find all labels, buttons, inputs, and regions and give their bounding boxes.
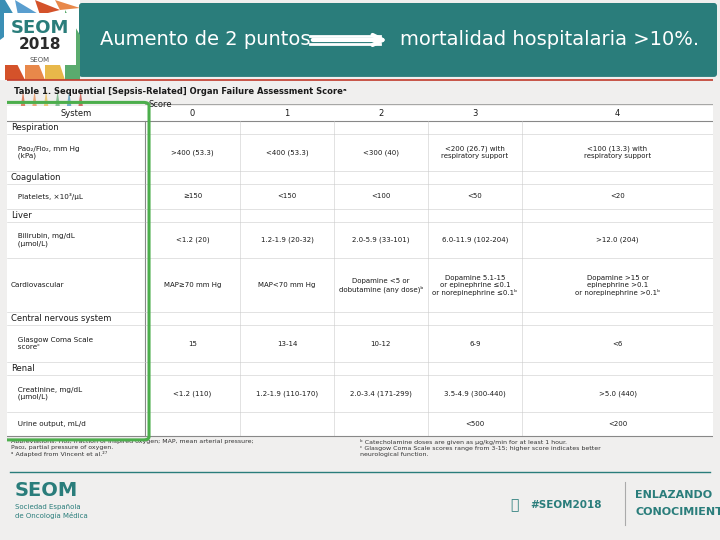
Text: Central nervous system: Central nervous system (11, 314, 111, 323)
Text: Coagulation: Coagulation (11, 173, 61, 182)
Polygon shape (0, 0, 20, 40)
Text: SEOM: SEOM (30, 57, 50, 63)
Text: SEOM: SEOM (15, 481, 78, 500)
Text: ENLAZANDO: ENLAZANDO (635, 490, 712, 500)
Bar (7, 375, 713, 411)
Text: <1.2 (110): <1.2 (110) (174, 390, 212, 397)
Polygon shape (26, 91, 43, 151)
Text: 2018: 2018 (19, 37, 61, 52)
Bar (7, 105, 713, 121)
Text: 2.0-5.9 (33-101): 2.0-5.9 (33-101) (352, 237, 410, 244)
Text: 1: 1 (284, 109, 289, 118)
Text: Score: Score (148, 100, 172, 109)
Text: <100: <100 (371, 193, 390, 199)
Text: mortalidad hospitalaria >10%.: mortalidad hospitalaria >10%. (400, 30, 699, 50)
Text: >400 (53.3): >400 (53.3) (171, 150, 214, 156)
Text: 6-9: 6-9 (469, 341, 481, 347)
Polygon shape (35, 0, 60, 15)
Polygon shape (45, 20, 65, 80)
Text: <50: <50 (467, 193, 482, 199)
Text: System: System (60, 109, 91, 118)
Text: #SEOM2018: #SEOM2018 (530, 500, 601, 510)
Text: <400 (53.3): <400 (53.3) (266, 150, 308, 156)
Text: 1.2-1.9 (110-170): 1.2-1.9 (110-170) (256, 390, 318, 397)
Bar (7, 121, 713, 134)
Polygon shape (65, 10, 80, 80)
Text: Table 1. Sequential [Sepsis-Related] Organ Failure Assessment Scoreᵃ: Table 1. Sequential [Sepsis-Related] Org… (14, 87, 347, 96)
Bar (7, 411, 713, 436)
Text: 1.2-1.9 (20-32): 1.2-1.9 (20-32) (261, 237, 313, 244)
Text: 4: 4 (615, 109, 620, 118)
Bar (7, 208, 713, 222)
Text: <100 (13.3) with
respiratory support: <100 (13.3) with respiratory support (584, 146, 651, 159)
Text: Sociedad Española: Sociedad Española (15, 504, 81, 510)
Text: >5.0 (440): >5.0 (440) (598, 390, 636, 397)
Text: <1.2 (20): <1.2 (20) (176, 237, 210, 244)
Text: SEOM: SEOM (11, 19, 69, 37)
Bar (7, 259, 713, 312)
Text: <200: <200 (608, 421, 627, 427)
Bar (7, 312, 713, 325)
Text: 13-14: 13-14 (276, 341, 297, 347)
Text: Respiration: Respiration (11, 123, 58, 132)
Text: MAP<70 mm Hg: MAP<70 mm Hg (258, 282, 315, 288)
Polygon shape (49, 91, 66, 151)
Bar (4, 13, 76, 65)
Text: Urine output, mL/d: Urine output, mL/d (11, 421, 86, 427)
Text: 6.0-11.9 (102-204): 6.0-11.9 (102-204) (442, 237, 508, 244)
Polygon shape (60, 91, 78, 151)
Text: Dopamine <5 or
dobutamine (any dose)ᵇ: Dopamine <5 or dobutamine (any dose)ᵇ (338, 278, 423, 293)
Text: Bilirubin, mg/dL
   (μmol/L): Bilirubin, mg/dL (μmol/L) (11, 233, 74, 247)
Text: >12.0 (204): >12.0 (204) (596, 237, 639, 244)
FancyBboxPatch shape (79, 3, 717, 77)
Text: Glasgow Coma Scale
   scoreᶜ: Glasgow Coma Scale scoreᶜ (11, 337, 93, 350)
Text: CONOCIMIENTO: CONOCIMIENTO (635, 507, 720, 517)
Text: <200 (26.7) with
respiratory support: <200 (26.7) with respiratory support (441, 146, 508, 159)
Text: 3.5-4.9 (300-440): 3.5-4.9 (300-440) (444, 390, 506, 397)
Text: 10-12: 10-12 (371, 341, 391, 347)
Polygon shape (25, 30, 45, 80)
Bar (7, 171, 713, 184)
Text: 2.0-3.4 (171-299): 2.0-3.4 (171-299) (350, 390, 412, 397)
Text: Creatinine, mg/dL
   (μmol/L): Creatinine, mg/dL (μmol/L) (11, 387, 82, 400)
Text: 3: 3 (472, 109, 477, 118)
Bar (7, 325, 713, 362)
Text: Renal: Renal (11, 364, 35, 373)
Text: <300 (40): <300 (40) (363, 150, 399, 156)
Text: 0: 0 (190, 109, 195, 118)
Text: <20: <20 (610, 193, 625, 199)
Text: 15: 15 (188, 341, 197, 347)
Text: <6: <6 (612, 341, 623, 347)
Polygon shape (72, 91, 89, 151)
Text: ᵇ Catecholamine doses are given as μg/kg/min for at least 1 hour.
ᶜ Glasgow Coma: ᵇ Catecholamine doses are given as μg/kg… (360, 439, 600, 457)
Polygon shape (14, 91, 32, 151)
Text: Pao₂/Fio₂, mm Hg
   (kPa): Pao₂/Fio₂, mm Hg (kPa) (11, 146, 79, 159)
Text: <150: <150 (277, 193, 297, 199)
Polygon shape (15, 0, 40, 25)
Text: Dopamine >15 or
epinephrine >0.1
or norepinephrine >0.1ᵇ: Dopamine >15 or epinephrine >0.1 or nore… (575, 275, 660, 296)
Polygon shape (37, 91, 55, 151)
Bar (7, 184, 713, 208)
Bar (7, 134, 713, 171)
Bar (7, 362, 713, 375)
Text: ≥150: ≥150 (183, 193, 202, 199)
Bar (0, 0, 80, 80)
Text: Cardiovascular: Cardiovascular (11, 282, 64, 288)
Text: Liver: Liver (11, 211, 32, 220)
Text: 🐦: 🐦 (510, 498, 518, 512)
Text: Aumento de 2 puntos: Aumento de 2 puntos (100, 30, 310, 50)
Bar (7, 222, 713, 259)
Text: 2: 2 (378, 109, 384, 118)
Text: <500: <500 (465, 421, 485, 427)
Text: Platelets, ×10³/μL: Platelets, ×10³/μL (11, 193, 83, 200)
Text: MAP≥70 mm Hg: MAP≥70 mm Hg (163, 282, 221, 288)
Text: Dopamine 5.1-15
or epinephrine ≤0.1
or norepinephrine ≤0.1ᵇ: Dopamine 5.1-15 or epinephrine ≤0.1 or n… (433, 275, 518, 296)
Polygon shape (55, 0, 80, 10)
Text: Abbreviations: Fio₂, fraction of inspired oxygen; MAP, mean arterial pressure;
P: Abbreviations: Fio₂, fraction of inspire… (11, 439, 253, 457)
Polygon shape (5, 40, 25, 80)
Text: de Oncología Médica: de Oncología Médica (15, 511, 88, 518)
